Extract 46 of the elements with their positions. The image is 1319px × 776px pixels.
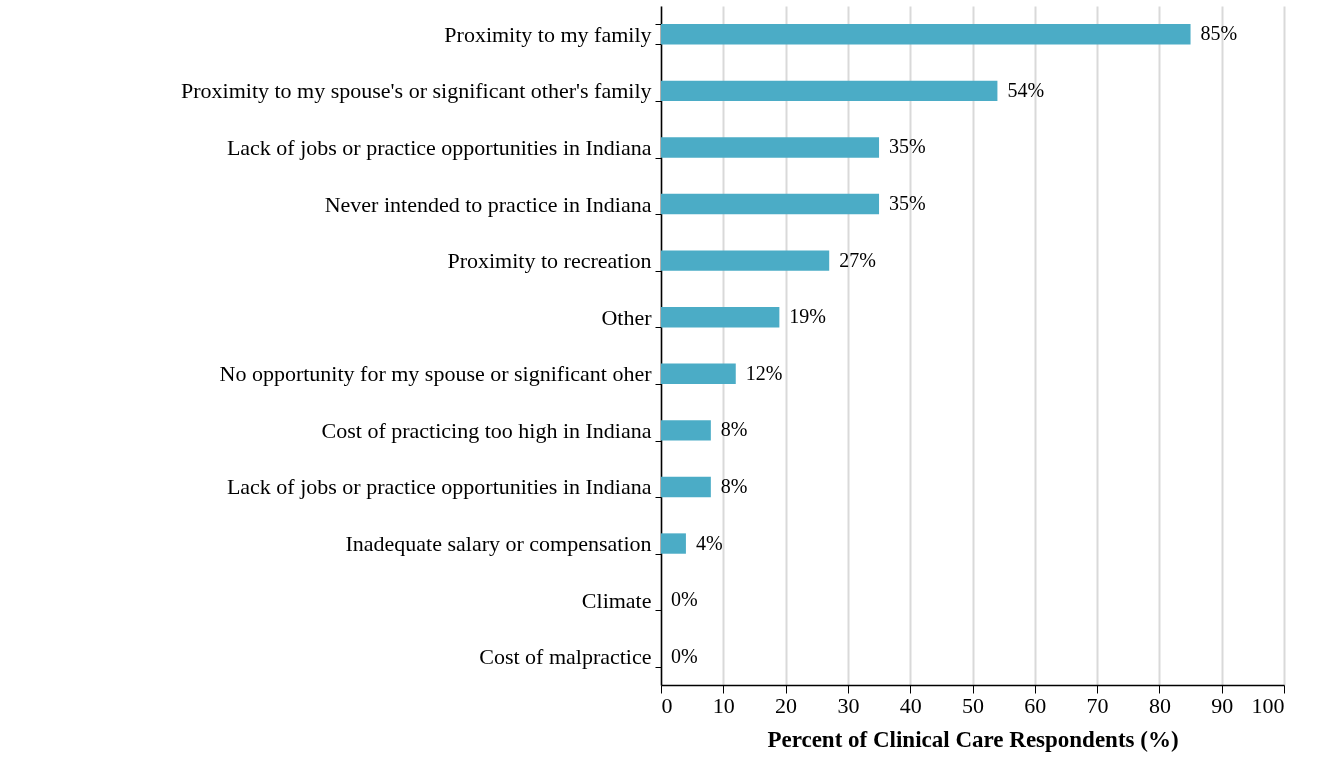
bar bbox=[661, 533, 686, 554]
data-label: 0% bbox=[671, 644, 698, 667]
bar bbox=[661, 476, 711, 498]
data-label: 19% bbox=[789, 305, 827, 328]
bar bbox=[661, 250, 830, 271]
data-label: 54% bbox=[1007, 78, 1045, 101]
y-tick-label: Cost of practicing too high in Indiana bbox=[321, 417, 652, 443]
y-tick-label: Lack of jobs or practice opportunities in Indiana bbox=[226, 474, 652, 500]
x-tick-label: 10 bbox=[712, 692, 735, 718]
data-label: 4% bbox=[695, 531, 723, 554]
x-axis-title: Percent of Clinical Care Respondents (%) bbox=[767, 726, 1179, 752]
x-tick-label: 90 bbox=[1211, 692, 1234, 718]
x-tick-label: 30 bbox=[837, 692, 860, 718]
y-tick-label: Lack of jobs or practice opportunities in Indiana bbox=[226, 134, 652, 160]
y-tick-label: Proximity to my spouse's or significant other's family bbox=[181, 78, 652, 104]
y-tick-label: No opportunity for my spouse or significant oher bbox=[219, 361, 653, 387]
y-tick-label: Other bbox=[601, 304, 653, 330]
data-label: 8% bbox=[720, 474, 748, 497]
x-tick-label: 50 bbox=[962, 692, 984, 718]
x-tick-label: 100 bbox=[1251, 692, 1285, 718]
x-tick-label: 40 bbox=[899, 692, 922, 718]
data-label: 8% bbox=[720, 418, 748, 441]
bar bbox=[661, 307, 780, 328]
data-label: 27% bbox=[839, 248, 876, 271]
y-tick-label: Cost of malpractice bbox=[479, 644, 652, 670]
y-tick-label: Never intended to practice in Indiana bbox=[324, 191, 652, 217]
bar bbox=[661, 137, 880, 158]
bar bbox=[661, 24, 1191, 45]
data-label: 85% bbox=[1200, 22, 1238, 45]
bar bbox=[661, 80, 998, 102]
bar bbox=[661, 420, 711, 441]
bar bbox=[661, 193, 880, 215]
x-tick-label: 80 bbox=[1148, 692, 1171, 718]
data-label: 0% bbox=[671, 588, 698, 611]
x-tick-label: 70 bbox=[1086, 692, 1109, 718]
y-tick-label: Inadequate salary or compensation bbox=[345, 531, 652, 557]
y-tick-label: Proximity to recreation bbox=[447, 248, 652, 274]
data-label: 12% bbox=[745, 361, 783, 384]
y-tick-label: Climate bbox=[581, 587, 652, 613]
x-tick-label: 0 bbox=[661, 692, 673, 718]
y-tick-label: Proximity to my family bbox=[444, 21, 652, 47]
data-label: 35% bbox=[889, 192, 926, 215]
x-tick-label: 60 bbox=[1024, 692, 1047, 718]
x-tick-label: 20 bbox=[775, 692, 798, 718]
bar bbox=[661, 363, 736, 384]
data-label: 35% bbox=[889, 135, 926, 158]
